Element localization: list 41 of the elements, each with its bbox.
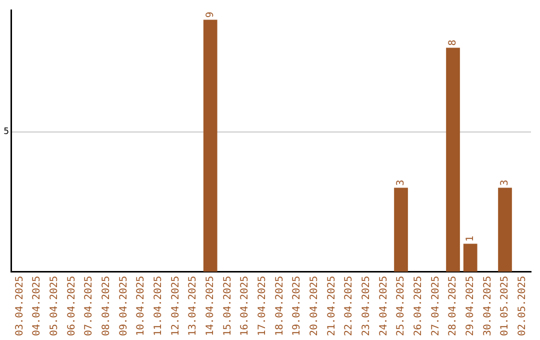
x-tick-label: 01.05.2025	[500, 276, 511, 336]
x-tick-label: 21.04.2025	[326, 276, 338, 336]
x-tick-label: 11.04.2025	[152, 276, 164, 336]
data-label: 3	[500, 180, 511, 186]
data-label: 1	[464, 236, 476, 242]
bar	[446, 48, 460, 272]
x-tick-label: 16.04.2025	[240, 276, 251, 336]
x-tick-label: 30.04.2025	[482, 276, 494, 336]
x-tick-label: 05.04.2025	[48, 276, 60, 336]
x-tick-label: 12.04.2025	[170, 276, 182, 336]
x-tick-label: 28.04.2025	[448, 276, 459, 336]
x-tick-label: 26.04.2025	[412, 276, 424, 336]
x-tick-label: 18.04.2025	[274, 276, 286, 336]
x-tick-label: 10.04.2025	[136, 276, 147, 336]
x-tick-label: 20.04.2025	[308, 276, 320, 336]
bar	[498, 188, 512, 272]
x-tick-label: 15.04.2025	[222, 276, 234, 336]
data-label: 8	[448, 40, 459, 46]
x-tick-label: 13.04.2025	[188, 276, 199, 336]
y-tick-label: 5	[4, 127, 9, 138]
bar	[463, 244, 478, 272]
x-tick-label: 02.05.2025	[516, 276, 528, 336]
bar	[203, 20, 218, 272]
x-tick-label: 25.04.2025	[396, 276, 407, 336]
x-tick-label: 22.04.2025	[344, 276, 355, 336]
data-label: 9	[204, 12, 216, 18]
x-tick-label: 29.04.2025	[464, 276, 476, 336]
x-tick-label: 27.04.2025	[430, 276, 442, 336]
x-tick-label: 07.04.2025	[84, 276, 95, 336]
x-tick-label: 03.04.2025	[14, 276, 26, 336]
x-tick-label: 08.04.2025	[100, 276, 112, 336]
bar	[394, 188, 408, 272]
x-tick-label: 24.04.2025	[378, 276, 390, 336]
x-tick-label: 17.04.2025	[256, 276, 268, 336]
x-tick-label: 19.04.2025	[292, 276, 303, 336]
x-tick-label: 23.04.2025	[360, 276, 372, 336]
x-tick-label: 04.04.2025	[32, 276, 43, 336]
x-tick-label: 09.04.2025	[118, 276, 130, 336]
x-tick-label: 14.04.2025	[204, 276, 216, 336]
x-tick-label: 06.04.2025	[66, 276, 78, 336]
data-label: 3	[396, 180, 407, 186]
